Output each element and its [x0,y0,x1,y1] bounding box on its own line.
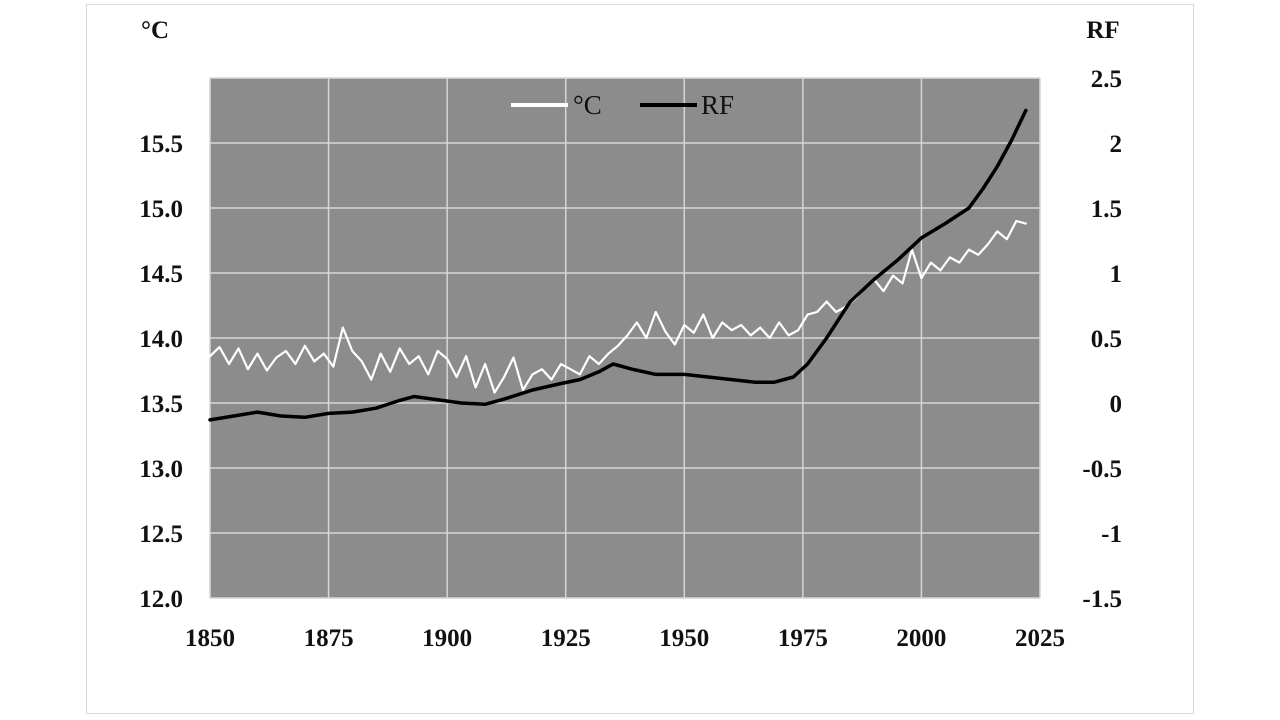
right-tick-label: 1.5 [1091,196,1122,223]
left-tick-label: 15.0 [139,196,183,223]
series-layer [208,108,1028,422]
left-tick-label: 13.0 [139,456,183,483]
right-axis-unit: RF [1086,17,1119,44]
left-tick-label: 14.0 [139,326,183,353]
x-tick-label: 1900 [422,625,472,652]
x-tick-label: 1975 [778,625,828,652]
left-tick-label: 14.5 [139,261,183,288]
x-tick-label: 1875 [304,625,354,652]
right-tick-label: 0.5 [1091,326,1122,353]
right-tick-label: -0.5 [1082,456,1122,483]
x-tick-label: 1925 [541,625,591,652]
series-line-celsius [208,219,1027,394]
left-axis-unit: °C [141,17,169,44]
left-axis-ticks: 12.0 12.5 13.0 13.5 14.0 14.5 15.0 15.5 [139,131,183,613]
left-tick-label: 12.5 [139,521,183,548]
x-tick-label: 2025 [1015,625,1065,652]
legend: °C RF [511,90,734,120]
left-tick-label: 13.5 [139,391,183,418]
left-tick-label: 12.0 [139,586,183,613]
x-axis-ticks: 1850 1875 1900 1925 1950 1975 2000 2025 [185,625,1065,652]
x-tick-label: 1950 [659,625,709,652]
right-axis-ticks: -1.5 -1 -0.5 0 0.5 1 1.5 2 2.5 [1082,66,1122,613]
legend-label-rf: RF [701,90,734,120]
x-tick-label: 1850 [185,625,235,652]
right-tick-label: 2 [1110,131,1123,158]
right-tick-label: 2.5 [1091,66,1122,93]
right-tick-label: 0 [1110,391,1123,418]
legend-label-celsius: °C [573,90,602,120]
right-tick-label: -1 [1101,521,1122,548]
left-tick-label: 15.5 [139,131,183,158]
series-line-rf [208,108,1028,422]
right-tick-label: 1 [1110,261,1123,288]
x-tick-label: 2000 [896,625,946,652]
right-tick-label: -1.5 [1082,586,1122,613]
grid [209,77,1041,599]
